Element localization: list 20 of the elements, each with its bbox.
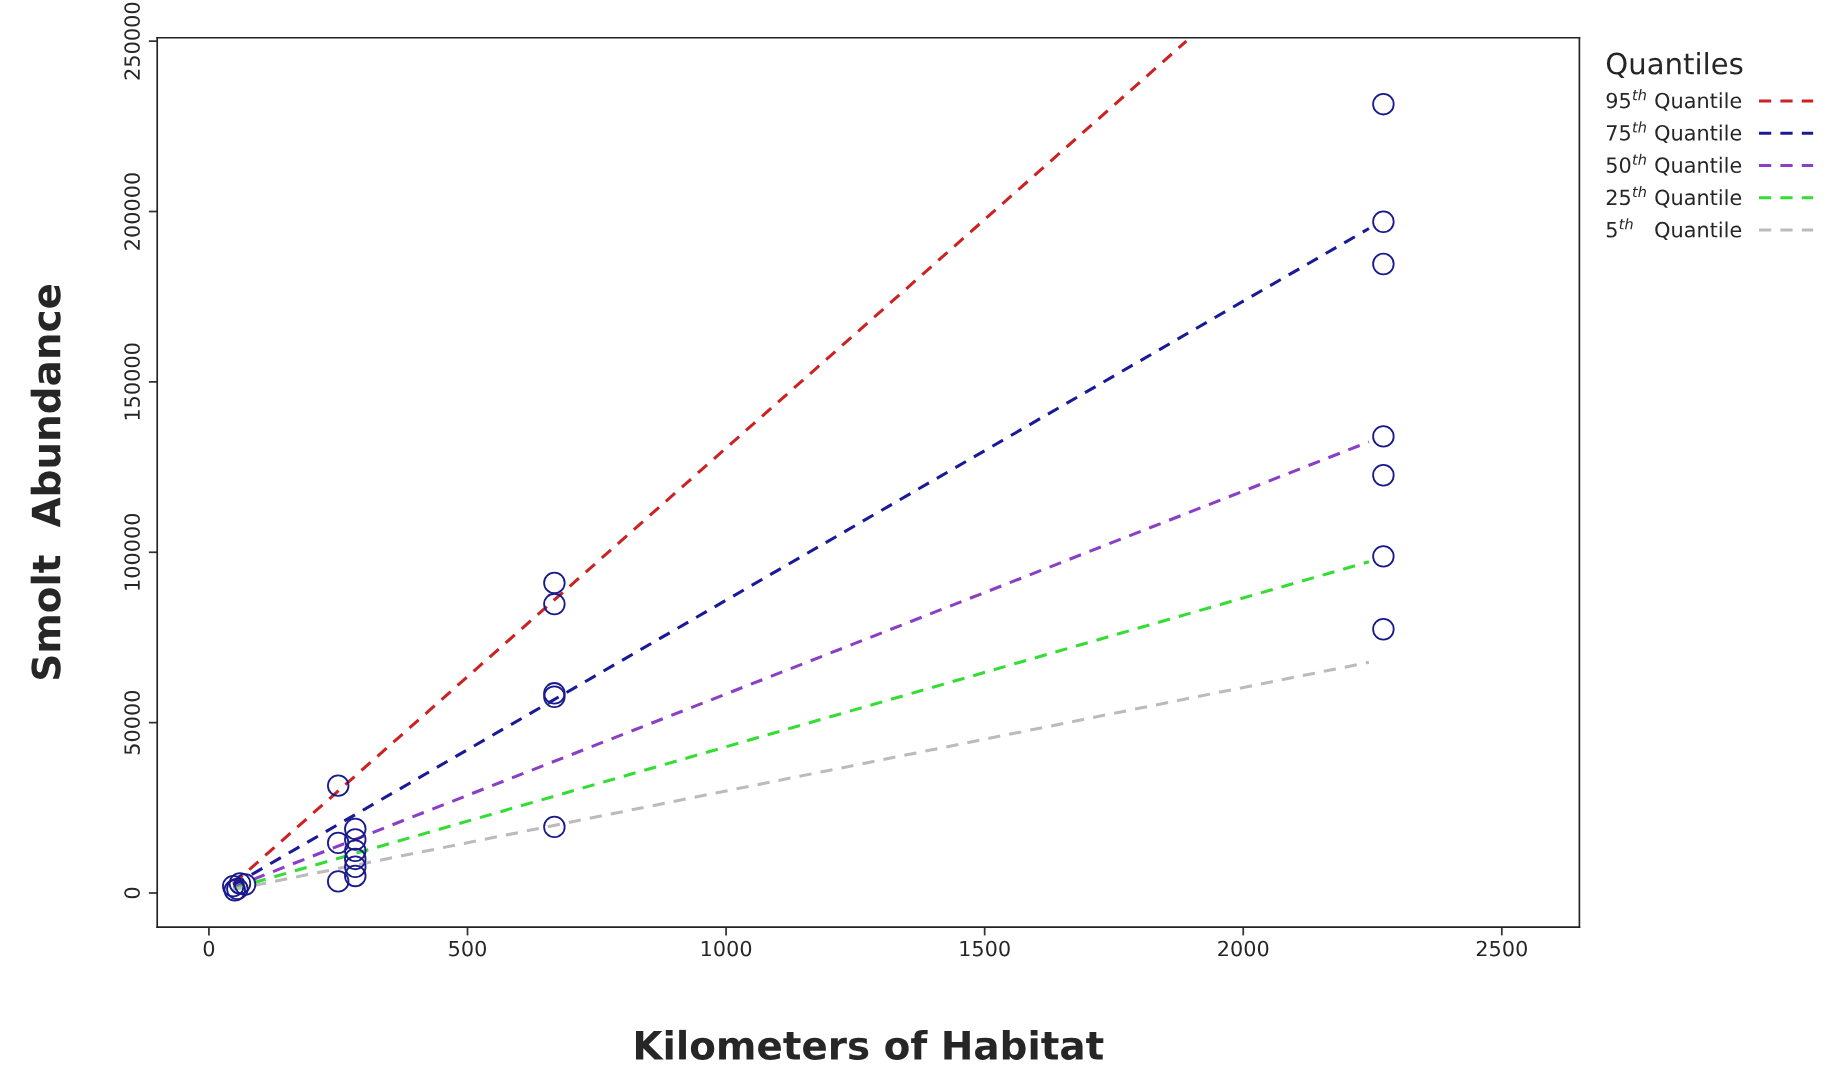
y-tick-label: 100000 xyxy=(124,513,140,590)
y-axis-title: Smolt Abundance xyxy=(30,284,61,679)
y-tick-label: 50000 xyxy=(124,690,140,755)
y-tick-label: 0 xyxy=(124,887,140,899)
legend-label: 50$^{th}$ Quantile xyxy=(1606,153,1742,176)
x-tick-label: 500 xyxy=(449,940,486,957)
legend-label: 75$^{th}$ Quantile xyxy=(1606,121,1742,144)
x-tick-label: 1500 xyxy=(960,940,1010,957)
legend-label: 25$^{th}$ Quantile xyxy=(1606,185,1742,208)
x-axis-title: Kilometers of Habitat xyxy=(635,1029,1104,1060)
x-tick-label: 1000 xyxy=(701,940,752,957)
text: 5$^{th}$ Quantile xyxy=(1606,218,1742,240)
x-tick-label: 0 xyxy=(203,940,215,957)
legend-title: Quantiles xyxy=(1606,52,1743,78)
x-tick-label: 2000 xyxy=(1218,940,1269,957)
y-tick-label: 200000 xyxy=(124,173,140,250)
y-tick-label: 150000 xyxy=(124,343,140,420)
x-tick-label: 2500 xyxy=(1476,940,1527,957)
y-tick-label: 250000 xyxy=(124,2,140,80)
legend-label: 95$^{th}$ Quantile xyxy=(1606,89,1742,111)
